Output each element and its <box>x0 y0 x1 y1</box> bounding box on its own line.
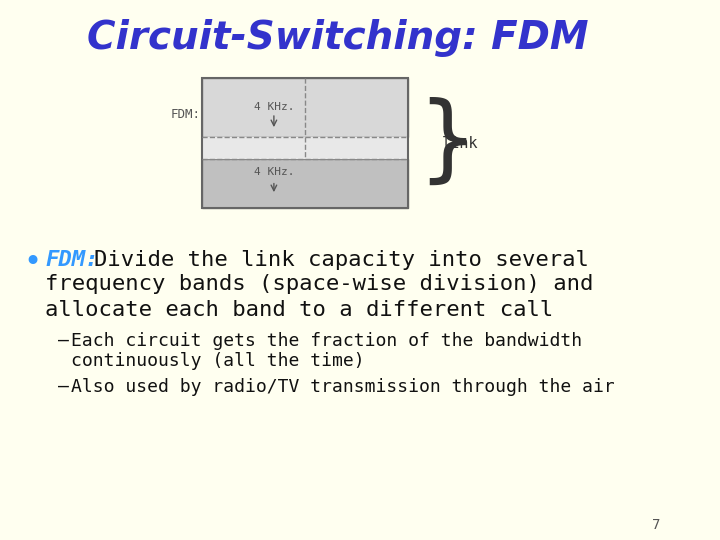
Text: •: • <box>24 248 42 277</box>
Text: FDM:: FDM: <box>171 109 201 122</box>
Text: 7: 7 <box>652 518 661 532</box>
Text: Divide the link capacity into several: Divide the link capacity into several <box>94 250 589 270</box>
Text: –: – <box>58 378 69 396</box>
Bar <box>202 78 408 208</box>
Text: }: } <box>418 97 477 189</box>
Text: continuously (all the time): continuously (all the time) <box>71 352 365 370</box>
Text: 4 KHz.: 4 KHz. <box>253 167 294 177</box>
Text: Also used by radio/TV transmission through the air: Also used by radio/TV transmission throu… <box>71 378 615 396</box>
Text: Circuit-Switching: FDM: Circuit-Switching: FDM <box>87 19 588 57</box>
Text: FDM:: FDM: <box>45 250 99 270</box>
Text: allocate each band to a different call: allocate each band to a different call <box>45 300 553 320</box>
Text: 4 KHz.: 4 KHz. <box>253 102 294 112</box>
Text: Each circuit gets the fraction of the bandwidth: Each circuit gets the fraction of the ba… <box>71 332 582 350</box>
Text: frequency bands (space-wise division) and: frequency bands (space-wise division) an… <box>45 274 593 294</box>
Bar <box>202 137 408 159</box>
Bar <box>202 78 408 137</box>
Bar <box>202 159 408 208</box>
Text: –: – <box>58 332 69 350</box>
Text: link: link <box>442 136 478 151</box>
